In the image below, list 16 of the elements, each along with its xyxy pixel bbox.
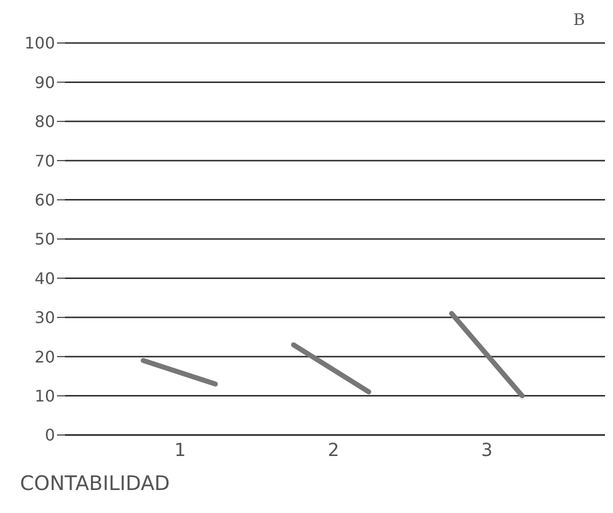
y-tick-label: 100: [24, 34, 55, 53]
y-tick-label: 60: [34, 190, 55, 210]
y-tick-label: 90: [34, 72, 55, 92]
y-tick-label: 20: [34, 347, 55, 366]
x-tick-label: 2: [328, 440, 340, 461]
x-tick-label: 3: [481, 440, 493, 461]
chart-title: B: [573, 10, 585, 29]
y-tick-label: 80: [34, 112, 55, 132]
y-tick-label: 10: [34, 386, 55, 406]
y-tick-label: 30: [34, 308, 55, 328]
y-tick-label: 40: [34, 268, 55, 288]
y-tick-label: 50: [34, 230, 55, 249]
x-tick-label: 1: [174, 440, 186, 461]
x-axis-title: CONTABILIDAD: [20, 471, 170, 495]
y-tick-label: 70: [34, 151, 55, 170]
y-tick-label: 0: [44, 426, 55, 445]
